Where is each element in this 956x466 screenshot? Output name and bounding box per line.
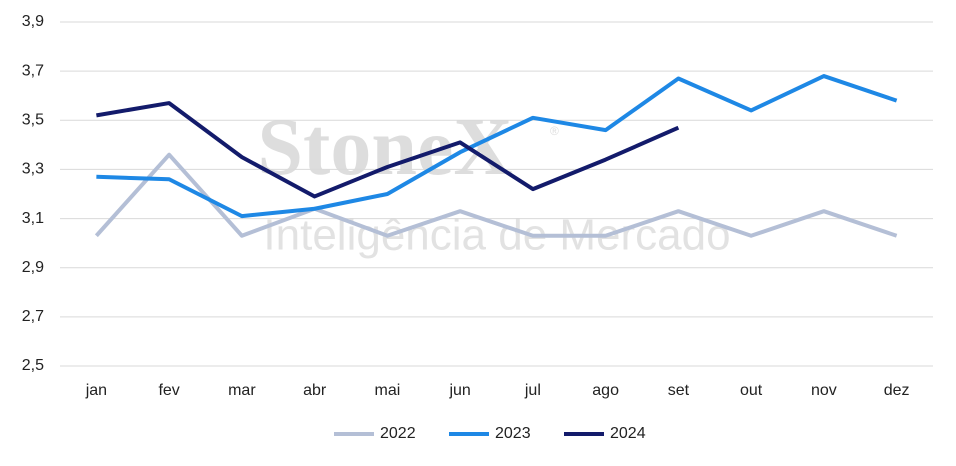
x-tick-label: abr [303,382,327,399]
watermark-mark: ® [550,124,559,138]
line-series [96,101,680,199]
y-tick-label: 3,5 [22,112,44,129]
x-tick-label: jul [524,382,541,399]
legend-label: 2024 [610,425,646,442]
line-series [96,74,898,219]
legend-label: 2022 [380,425,416,442]
x-tick-label: dez [884,382,910,399]
line-series [94,152,898,238]
x-tick-label: mai [374,382,400,399]
y-tick-label: 2,9 [22,259,44,276]
x-tick-label: jan [85,382,107,399]
x-tick-label: set [668,382,690,399]
x-tick-label: nov [811,382,837,399]
x-tick-label: fev [158,382,179,399]
y-tick-label: 3,3 [22,161,44,178]
x-tick-label: jun [448,382,470,399]
y-tick-label: 2,7 [22,308,44,325]
y-tick-label: 3,7 [22,62,44,79]
y-tick-label: 2,5 [22,357,44,374]
y-tick-label: 3,9 [22,13,44,30]
y-tick-label: 3,1 [22,210,44,227]
legend-label: 2023 [495,425,531,442]
x-tick-label: mar [228,382,256,399]
watermark: StoneX ® Inteligência de Mercado [257,101,730,260]
x-tick-label: ago [592,382,619,399]
x-tick-label: out [740,382,763,399]
